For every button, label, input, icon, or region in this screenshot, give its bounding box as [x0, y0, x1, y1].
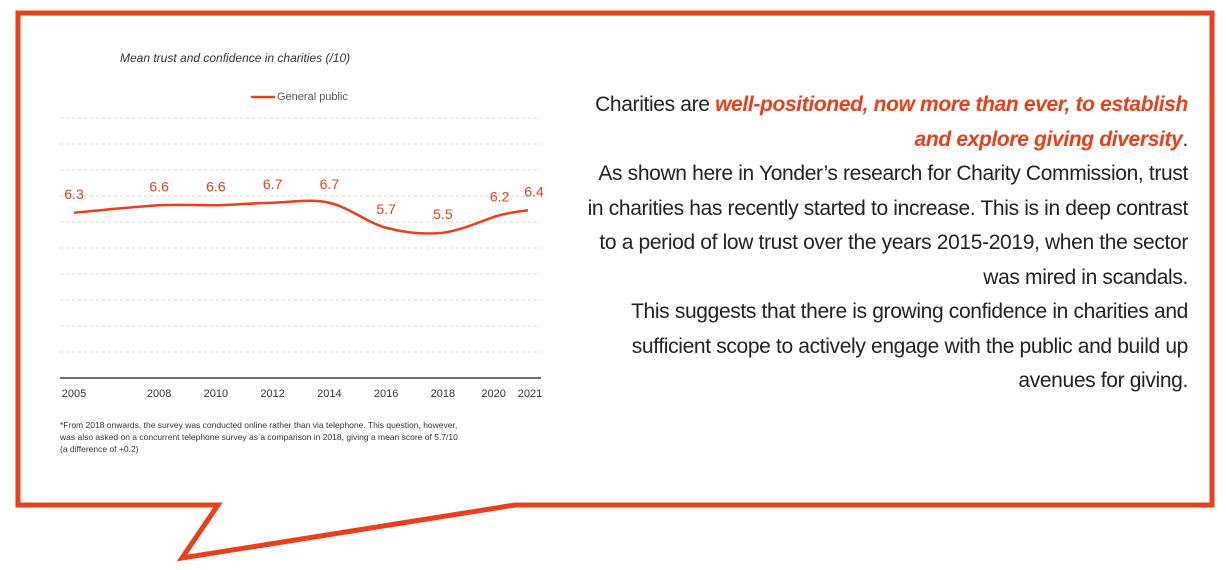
data-label: 6.2: [490, 188, 510, 204]
x-tick-label: 2014: [317, 388, 341, 400]
highlight-text: well-positioned, now more than ever, to …: [715, 93, 1188, 151]
data-label: 6.4: [524, 183, 544, 199]
data-label: 6.6: [149, 178, 169, 194]
footnote-line: was also asked on a concurrent telephone…: [60, 432, 458, 442]
data-label: 6.6: [206, 178, 226, 194]
data-label: 6.7: [263, 176, 283, 192]
footnote-line: (a difference of +0.2): [60, 444, 139, 454]
x-tick-label: 2016: [374, 388, 398, 400]
commentary-paragraph-3: This suggests that there is growing conf…: [631, 300, 1188, 392]
commentary-paragraph-2: As shown here in Yonder’s research for C…: [587, 162, 1189, 289]
x-tick-label: 2008: [147, 388, 171, 400]
footnote-line: *From 2018 onwards, the survey was condu…: [60, 420, 458, 430]
x-tick-label: 2010: [204, 388, 228, 400]
chart-gridlines: [60, 117, 541, 353]
chart-legend: General public: [251, 91, 348, 103]
commentary-paragraph-1: Charities are well-positioned, now more …: [595, 93, 1188, 151]
x-tick-label: 2012: [260, 388, 284, 400]
legend-label: General public: [277, 91, 348, 103]
x-tick-label: 2018: [431, 388, 455, 400]
data-label: 5.5: [433, 206, 453, 222]
chart-footnote: *From 2018 onwards, the survey was condu…: [60, 419, 555, 455]
data-label: 5.7: [376, 201, 396, 217]
chart-title: Mean trust and confidence in charities (…: [120, 51, 351, 65]
data-label: 6.3: [64, 186, 84, 202]
data-label: 6.7: [320, 176, 340, 192]
commentary-text: Charities are well-positioned, now more …: [580, 88, 1189, 399]
x-tick-label: 2020: [481, 388, 505, 400]
series-line-general-public: [73, 199, 529, 235]
x-tick-label: 2021: [518, 388, 542, 400]
x-tick-label: 2005: [62, 388, 86, 400]
